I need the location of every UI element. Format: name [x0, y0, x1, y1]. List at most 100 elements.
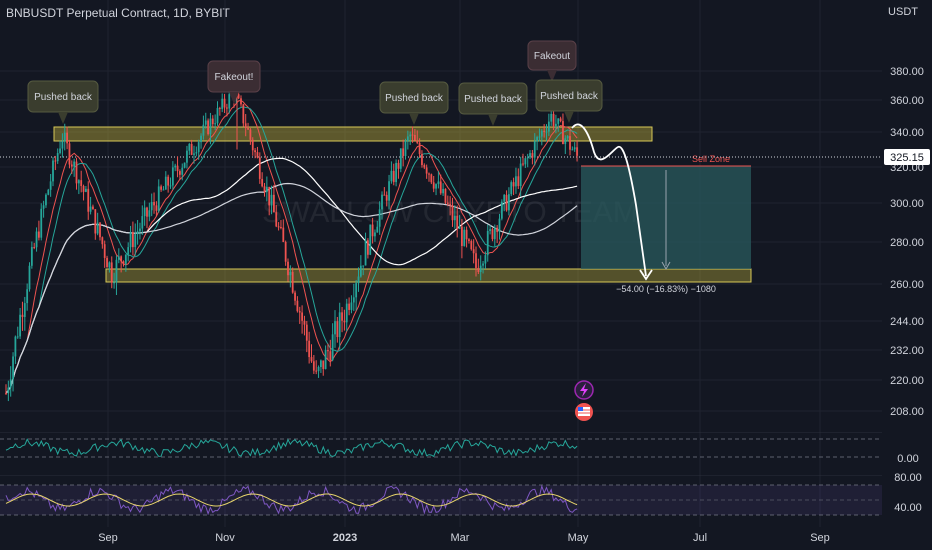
candle-body: [129, 232, 132, 248]
price-scale[interactable]: 380.00360.00340.00320.00300.00280.00260.…: [890, 66, 924, 418]
candle-body: [228, 94, 231, 109]
candle-body: [26, 289, 29, 304]
candle-body: [547, 121, 550, 132]
candle-body: [369, 224, 372, 255]
candle-body: [124, 254, 127, 265]
candle-body: [350, 302, 353, 310]
candle-body: [522, 163, 524, 165]
candle-body: [303, 320, 306, 325]
candle-body: [139, 228, 141, 232]
candle-body: [362, 265, 365, 267]
projection-arrow-icon: [639, 269, 653, 281]
candle-body: [275, 212, 278, 227]
pane1-axis-label: 0.00: [897, 453, 918, 465]
candle-body: [287, 261, 289, 276]
candle-body: [291, 271, 294, 293]
candle-body: [475, 253, 477, 268]
candle-body: [87, 188, 90, 212]
candle-body: [47, 189, 50, 195]
candle-body: [298, 311, 301, 313]
candle-body: [223, 98, 226, 108]
candle-body: [132, 232, 134, 248]
time-tick: Sep: [98, 532, 118, 544]
candle-body: [545, 131, 548, 133]
candle-body: [9, 379, 12, 388]
time-tick: Sep: [810, 532, 830, 544]
candle-body: [94, 209, 97, 234]
candle-body: [263, 186, 266, 192]
candle-body: [106, 257, 108, 268]
callout-fakeout-1: Fakeout!: [207, 60, 261, 104]
candle-body: [442, 188, 444, 194]
candle-body: [195, 152, 198, 154]
candle-body: [273, 194, 275, 213]
indicator-1: [5, 438, 578, 458]
candle-body: [399, 148, 402, 169]
candle-body: [524, 158, 527, 165]
candle-body: [432, 182, 435, 189]
candle-body: [289, 271, 292, 276]
candle-body: [115, 259, 118, 283]
candle-body: [390, 170, 393, 182]
candle-body: [134, 234, 137, 248]
candle-body: [5, 392, 7, 394]
candle-body: [52, 160, 54, 182]
candle-body: [569, 136, 571, 150]
candle-body: [468, 239, 470, 242]
callout-pushed-back-2: Pushed back: [379, 81, 449, 125]
candle-body: [169, 185, 172, 187]
callout-text: Fakeout!: [215, 72, 254, 83]
time-scale[interactable]: Sep Nov 2023 Mar May Jul Sep: [98, 532, 830, 544]
candle-body: [320, 360, 322, 368]
candle-body: [23, 303, 26, 317]
candle-body: [294, 292, 296, 301]
candle-body: [374, 232, 376, 237]
candle-body: [552, 113, 555, 127]
candle-body: [190, 143, 193, 155]
candle-body: [540, 130, 543, 137]
candle-body: [414, 134, 416, 141]
candle-body: [411, 134, 414, 136]
candle-body: [345, 303, 348, 323]
us-flag-icon[interactable]: [575, 403, 593, 421]
candle-body: [56, 153, 59, 162]
candle-body: [157, 186, 160, 211]
candle-body: [437, 181, 440, 185]
candle-body: [472, 249, 475, 254]
candle-body: [364, 240, 367, 266]
candle-body: [317, 367, 320, 372]
measure-label: −54.00 (−16.83%) −1080: [616, 284, 716, 294]
candle-body: [108, 262, 111, 268]
time-tick: 2023: [333, 532, 357, 544]
callout-text: Pushed back: [464, 94, 523, 105]
candle-body: [216, 108, 219, 124]
current-price-value: 325.15: [890, 152, 924, 164]
candle-body: [576, 147, 578, 156]
candle-body: [404, 140, 407, 156]
candle-body: [122, 261, 125, 265]
candle-body: [171, 167, 174, 186]
candle-body: [378, 209, 381, 227]
lightning-icon[interactable]: [574, 380, 594, 400]
candles: [5, 86, 578, 402]
candle-body: [352, 297, 355, 303]
candle-body: [562, 121, 564, 145]
time-tick: Jul: [693, 532, 707, 544]
candle-body: [240, 98, 242, 105]
candle-body: [489, 229, 491, 231]
candle-body: [162, 189, 165, 191]
candle-body: [85, 188, 87, 192]
candle-body: [277, 226, 280, 228]
pane2-axis-label-40: 40.00: [894, 502, 922, 514]
candle-body: [343, 320, 346, 323]
candle-body: [113, 282, 115, 284]
candle-body: [334, 321, 336, 335]
candle-body: [66, 132, 68, 144]
currency-label: USDT: [888, 6, 918, 18]
candle-body: [498, 218, 501, 232]
candle-body: [247, 128, 249, 130]
candle-body: [265, 186, 268, 192]
price-tick: 300.00: [890, 198, 924, 210]
candle-body: [73, 161, 76, 167]
